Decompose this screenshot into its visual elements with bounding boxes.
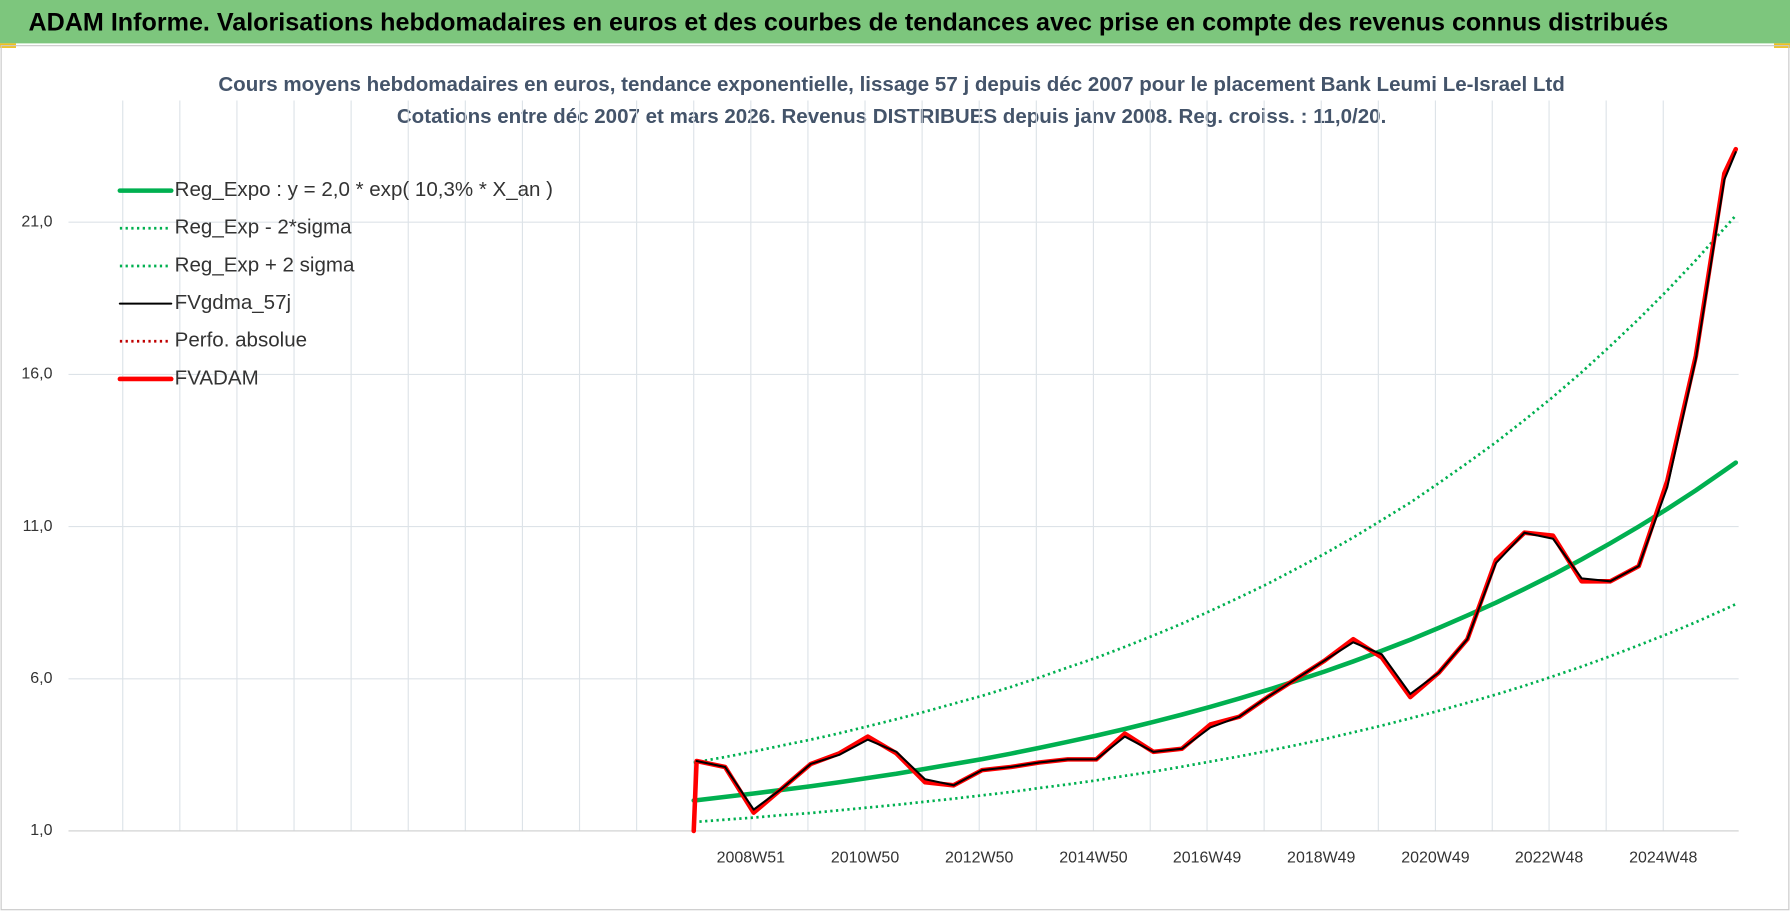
header-title: ADAM Informe. Valorisations hebdomadaire… [29,9,1669,37]
y-tick-label: 16,0 [21,366,52,383]
chart-subtitle: Cotations entre déc 2007 et mars 2026. R… [397,105,1386,128]
legend-label: Reg_Exp - 2*sigma [175,216,352,239]
y-tick-label: 21,0 [21,213,52,230]
chart-frame [0,45,1790,911]
series-line [693,214,1737,765]
y-tick-label: 6,0 [30,670,52,687]
series-line [695,151,1737,811]
y-tick-label: 1,0 [30,822,52,839]
legend-label: Reg_Expo : y = 2,0 * exp( 10,3% * X_an ) [175,178,553,201]
x-tick-label: 2024W48 [1629,850,1697,867]
grid: 1,0 6,0 11,0 16,0 21,0 2008W51 2010W50 2012W50 2… [21,100,1739,867]
x-tick-label: 2018W49 [1287,850,1355,867]
legend: Reg_Expo : y = 2,0 * exp( 10,3% * X_an )… [117,178,553,389]
x-tick-label: 2008W51 [717,850,785,867]
legend-label: Perfo. absolue [175,329,307,352]
series-lines [691,146,1739,834]
y-tick-label: 11,0 [23,518,53,535]
header-bar [0,0,1790,44]
legend-label: Reg_Exp + 2 sigma [175,253,355,276]
x-tick-label: 2022W48 [1515,850,1583,867]
legend-label: FVgdma_57j [175,291,291,314]
series-line [692,148,1738,832]
x-tick-label: 2020W49 [1401,850,1469,867]
x-tick-label: 2016W49 [1173,850,1241,867]
series-line [691,146,1739,834]
chart-title: Cours moyens hebdomadaires en euros, ten… [218,73,1564,96]
x-tick-label: 2012W50 [945,850,1013,867]
legend-label: FVADAM [175,366,259,389]
x-tick-label: 2014W50 [1059,850,1127,867]
series-line [693,602,1737,824]
x-tick-label: 2010W50 [831,850,899,867]
